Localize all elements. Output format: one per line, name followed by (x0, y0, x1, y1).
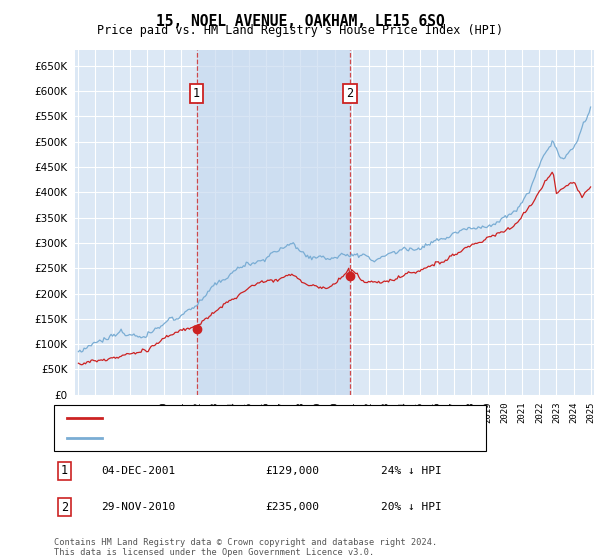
Text: 24% ↓ HPI: 24% ↓ HPI (382, 466, 442, 476)
Text: HPI: Average price, detached house, Rutland: HPI: Average price, detached house, Rutl… (110, 433, 368, 443)
Text: 1: 1 (193, 87, 200, 100)
Text: 15, NOEL AVENUE, OAKHAM, LE15 6SQ (detached house): 15, NOEL AVENUE, OAKHAM, LE15 6SQ (detac… (110, 413, 410, 423)
Text: £235,000: £235,000 (265, 502, 319, 512)
Text: Price paid vs. HM Land Registry's House Price Index (HPI): Price paid vs. HM Land Registry's House … (97, 24, 503, 37)
Text: £129,000: £129,000 (265, 466, 319, 476)
Text: 29-NOV-2010: 29-NOV-2010 (101, 502, 176, 512)
Text: 2: 2 (347, 87, 354, 100)
Text: 04-DEC-2001: 04-DEC-2001 (101, 466, 176, 476)
Text: 2: 2 (61, 501, 68, 514)
Bar (197, 50, 350, 395)
Text: Contains HM Land Registry data © Crown copyright and database right 2024.
This d: Contains HM Land Registry data © Crown c… (54, 538, 437, 557)
Text: 20% ↓ HPI: 20% ↓ HPI (382, 502, 442, 512)
Text: 15, NOEL AVENUE, OAKHAM, LE15 6SQ: 15, NOEL AVENUE, OAKHAM, LE15 6SQ (155, 14, 445, 29)
Text: 1: 1 (61, 464, 68, 478)
FancyBboxPatch shape (54, 405, 486, 451)
